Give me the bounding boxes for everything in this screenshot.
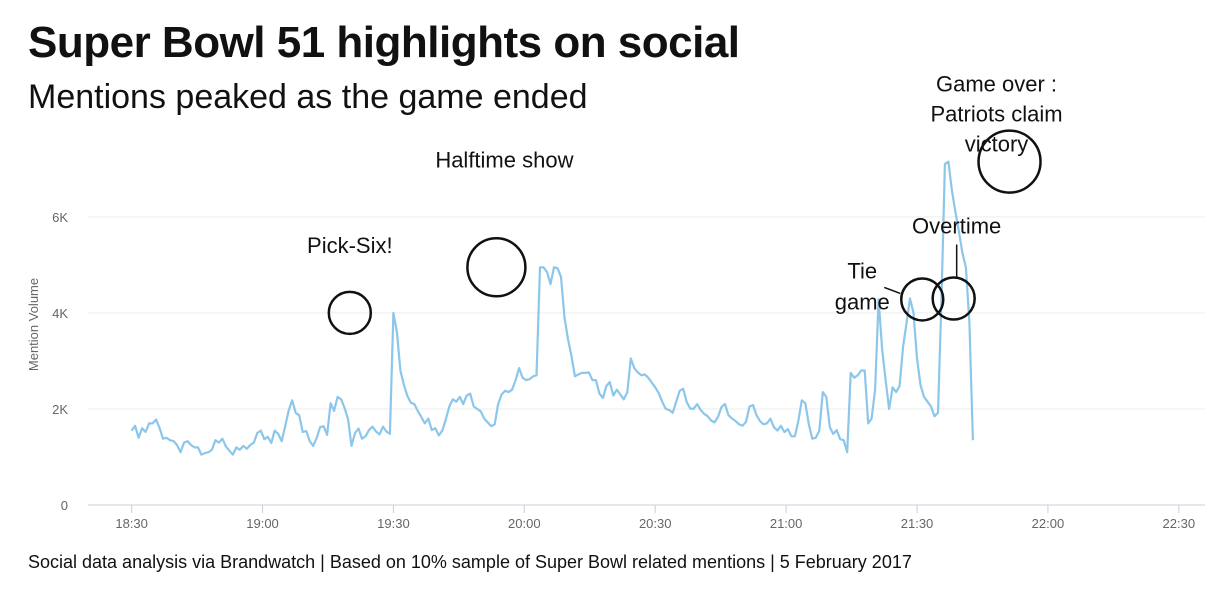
annotation-label: Patriots claim bbox=[931, 102, 1063, 127]
series-layer bbox=[130, 160, 974, 456]
series-line bbox=[130, 160, 974, 456]
annotation-label: Game over : bbox=[936, 72, 1057, 97]
annotations: Pick-Six! Halftime show Tie game Overtime Gam… bbox=[307, 72, 1063, 336]
y-tick-label: 0 bbox=[61, 498, 68, 513]
annotation-label: victory bbox=[965, 132, 1029, 157]
x-tick-label: 21:00 bbox=[770, 516, 803, 531]
x-tick-label: 22:00 bbox=[1032, 516, 1065, 531]
y-tick-label: 6K bbox=[52, 210, 68, 225]
x-tick-label: 20:30 bbox=[639, 516, 672, 531]
annotation-label: Pick-Six! bbox=[307, 233, 393, 258]
x-tick-label: 19:30 bbox=[377, 516, 410, 531]
annotation-label: game bbox=[835, 289, 890, 314]
axes: 0 2K 4K 6K 18:30 19:00 19:30 20:00 20:30 21:00 21:… bbox=[26, 210, 1205, 531]
y-tick-label: 4K bbox=[52, 306, 68, 321]
gridlines bbox=[88, 216, 1205, 410]
y-axis-title: Mention Volume bbox=[26, 278, 41, 371]
annotation-circle bbox=[327, 290, 373, 336]
annotation-circle bbox=[977, 129, 1042, 194]
x-tick-label: 19:00 bbox=[246, 516, 279, 531]
x-tick-label: 20:00 bbox=[508, 516, 541, 531]
chart-title: Super Bowl 51 highlights on social bbox=[28, 18, 740, 67]
chart-subtitle: Mentions peaked as the game ended bbox=[28, 78, 588, 116]
x-tick-label: 22:30 bbox=[1163, 516, 1196, 531]
x-tick-label: 18:30 bbox=[115, 516, 148, 531]
annotation-label: Tie bbox=[847, 258, 877, 283]
annotation-label: Halftime show bbox=[435, 147, 573, 172]
annotation-circle bbox=[466, 237, 527, 298]
y-tick-label: 2K bbox=[52, 402, 68, 417]
annotation-circle bbox=[900, 277, 945, 322]
annotation-label: Overtime bbox=[912, 213, 1001, 238]
annotation-circle bbox=[931, 276, 976, 321]
annotation-leader bbox=[883, 286, 901, 295]
source-footnote: Social data analysis via Brandwatch | Ba… bbox=[28, 552, 912, 572]
x-tick-label: 21:30 bbox=[901, 516, 934, 531]
